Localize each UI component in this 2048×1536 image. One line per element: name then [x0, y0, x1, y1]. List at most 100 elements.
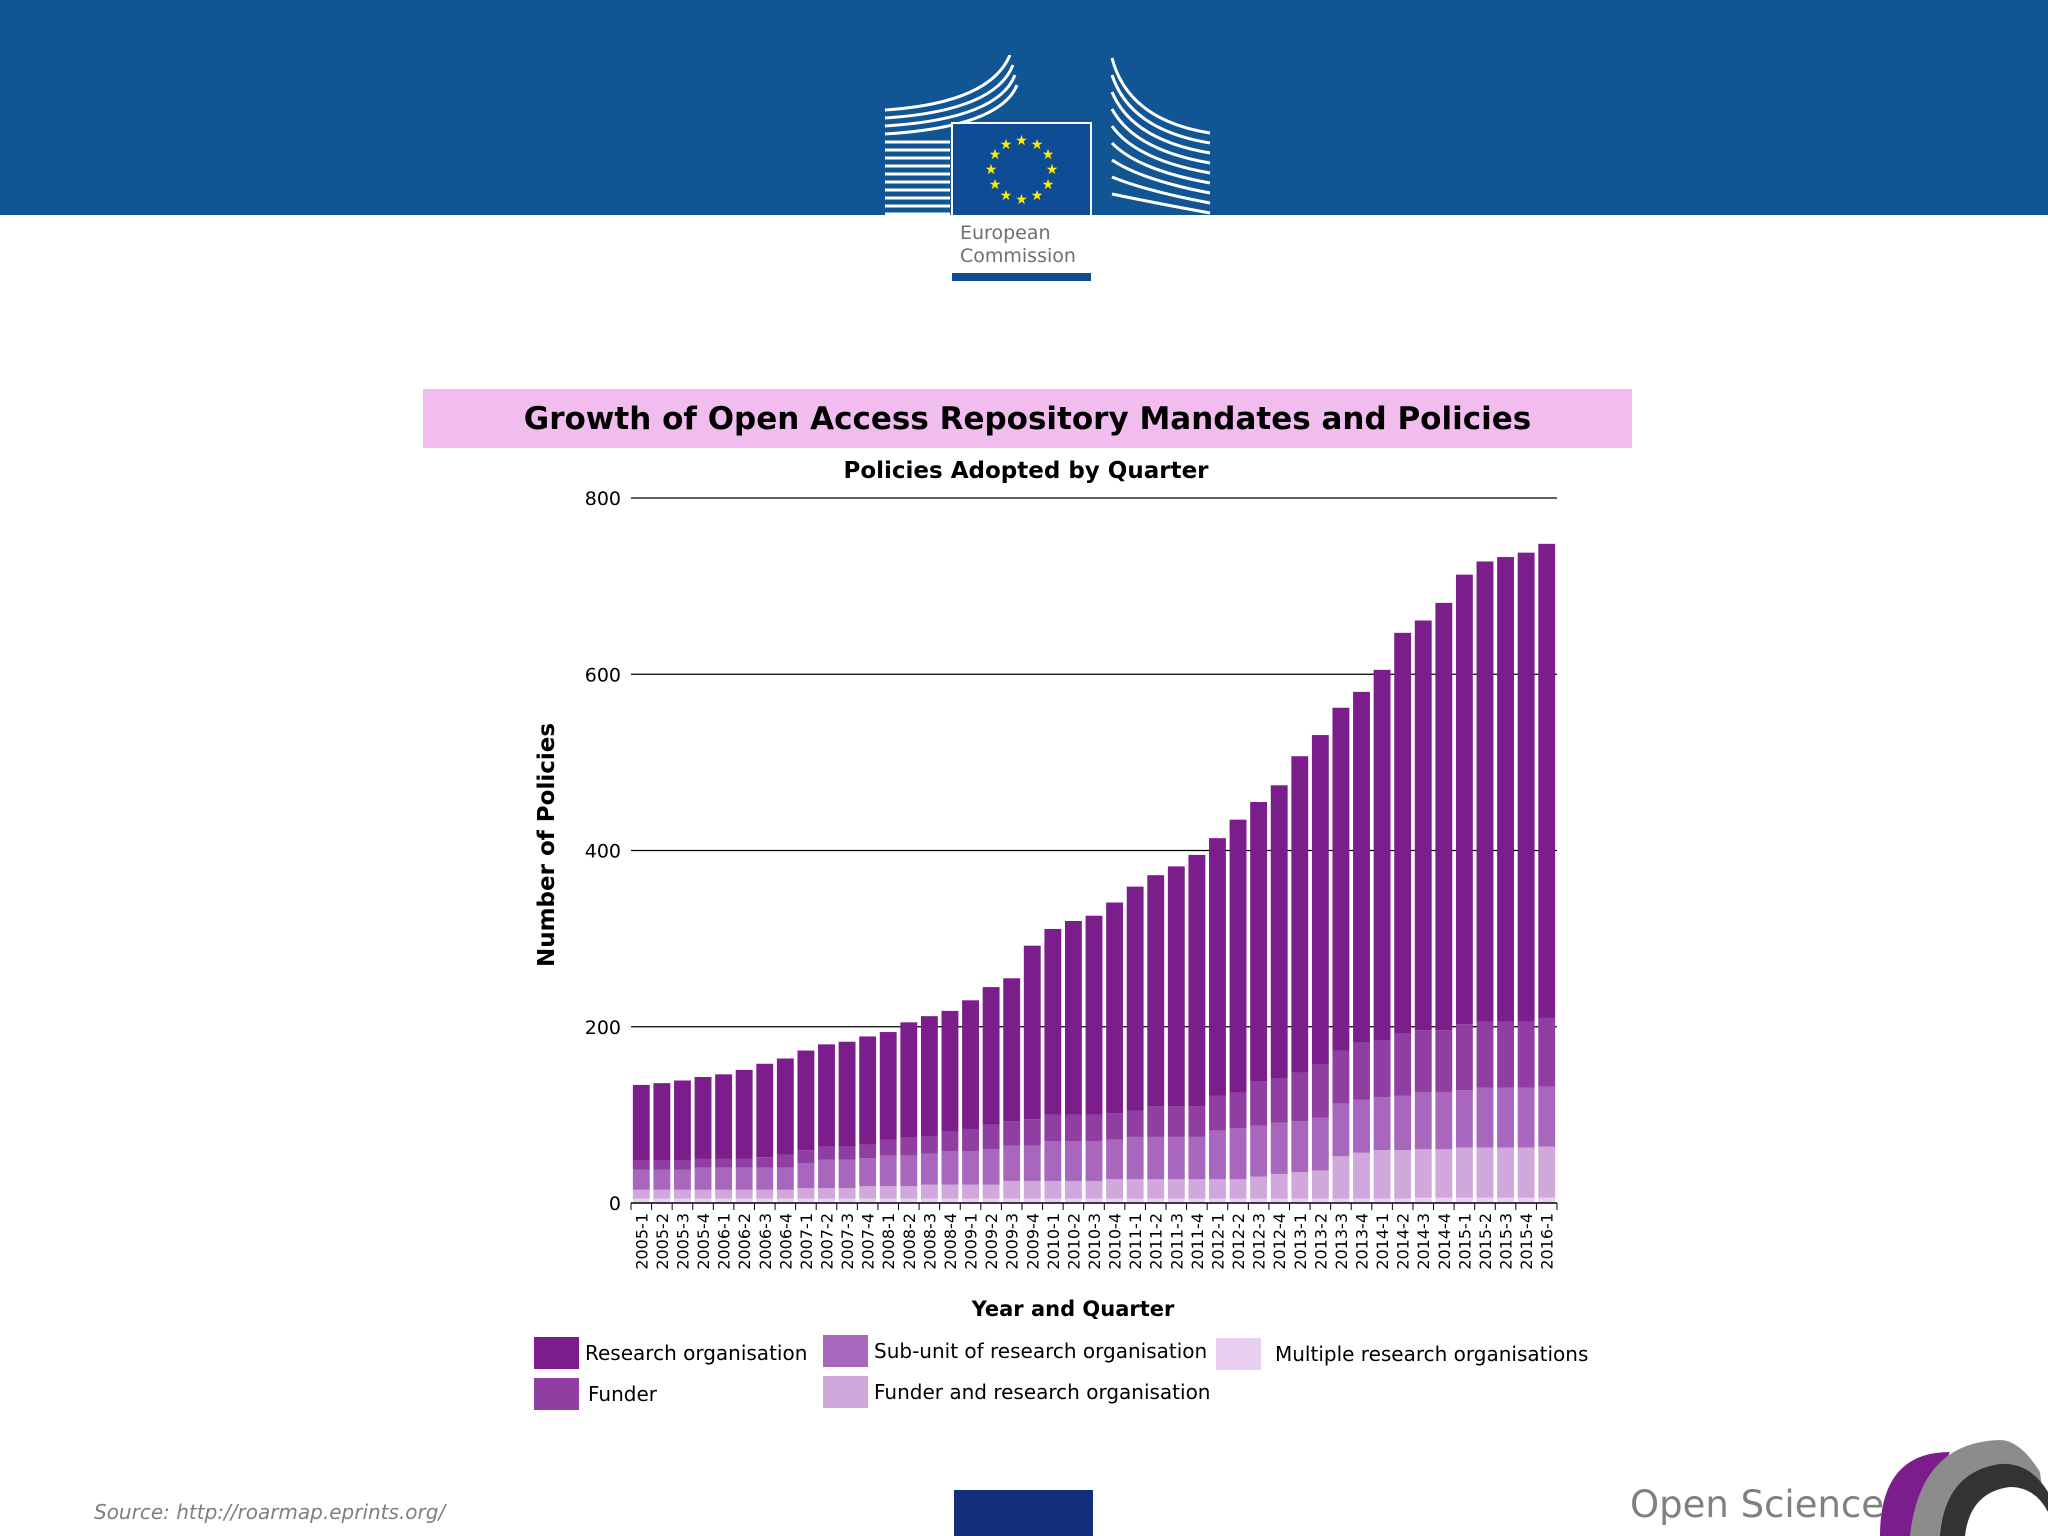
- x-tick-label-2008-3: 2008-3: [920, 1213, 939, 1270]
- bar-2014-2-series-0: [1394, 1198, 1412, 1203]
- bar-2011-3-series-4: [1167, 866, 1185, 1107]
- bar-2011-2-series-4: [1147, 875, 1165, 1107]
- bar-2006-3-series-3: [756, 1157, 774, 1168]
- bar-2013-1-series-2: [1291, 1121, 1309, 1173]
- bar-2008-4-series-1: [941, 1184, 959, 1199]
- bar-2008-4-series-0: [941, 1198, 959, 1203]
- bar-2014-3-series-3: [1414, 1030, 1432, 1092]
- bar-2007-3-series-4: [838, 1041, 856, 1147]
- x-tick-label-2014-4: 2014-4: [1435, 1213, 1454, 1270]
- legend-swatch-sub-unit: [823, 1335, 868, 1367]
- bar-2010-4-series-0: [1106, 1198, 1124, 1203]
- slide-title: Growth of Open Access Repository Mandate…: [523, 400, 1532, 437]
- bar-2009-2-series-2: [982, 1149, 1000, 1185]
- bar-2010-4-series-4: [1106, 902, 1124, 1114]
- x-tick-label-2008-1: 2008-1: [879, 1213, 898, 1270]
- y-tick-label-200: 200: [585, 1017, 621, 1039]
- bar-2005-2-series-2: [653, 1169, 671, 1190]
- open-science-logo: [1880, 1440, 2048, 1536]
- x-tick-label-2005-4: 2005-4: [694, 1213, 713, 1270]
- x-tick-label-2013-2: 2013-2: [1311, 1213, 1330, 1270]
- bar-2007-3-series-3: [838, 1146, 856, 1160]
- bar-2011-1-series-3: [1126, 1110, 1144, 1137]
- bar-2013-4-series-4: [1353, 691, 1370, 1043]
- bar-2010-3-series-3: [1085, 1114, 1103, 1142]
- bar-2012-1-series-4: [1209, 838, 1226, 1096]
- bar-2011-3-series-0: [1167, 1198, 1185, 1203]
- bar-2011-3-series-2: [1167, 1136, 1185, 1180]
- bar-2010-4-series-3: [1106, 1113, 1124, 1140]
- bar-2007-4-series-0: [859, 1198, 877, 1203]
- bar-2005-3-series-3: [674, 1160, 691, 1170]
- svg-text:★: ★: [1015, 192, 1028, 208]
- legend-swatch-funder-and-research: [823, 1376, 868, 1408]
- legend-item-funder: Funder: [534, 1378, 657, 1410]
- bar-2013-3-series-1: [1332, 1156, 1350, 1199]
- x-tick-label-2015-4: 2015-4: [1517, 1213, 1536, 1270]
- bar-2015-1-series-3: [1455, 1024, 1473, 1091]
- bar-2011-3-series-3: [1167, 1106, 1185, 1137]
- bar-2006-2-series-1: [735, 1189, 753, 1199]
- bar-2014-2-series-4: [1394, 632, 1412, 1034]
- bar-2009-1-series-2: [962, 1151, 979, 1185]
- bar-2014-3-series-2: [1414, 1091, 1432, 1150]
- bar-2006-2-series-2: [735, 1167, 753, 1190]
- x-tick-label-2006-1: 2006-1: [715, 1213, 734, 1270]
- bar-2005-4-series-0: [694, 1198, 712, 1203]
- bar-2015-4-series-2: [1517, 1087, 1535, 1148]
- bar-2007-1-series-1: [797, 1188, 815, 1199]
- x-tick-label-2013-3: 2013-3: [1332, 1213, 1351, 1270]
- bar-2010-2-series-0: [1064, 1198, 1082, 1203]
- bar-2009-2-series-4: [982, 987, 1000, 1125]
- x-tick-label-2012-1: 2012-1: [1208, 1213, 1227, 1270]
- bar-2005-3-series-2: [674, 1169, 691, 1190]
- x-tick-label-2005-1: 2005-1: [632, 1213, 651, 1270]
- legend-swatch-funder: [534, 1378, 579, 1410]
- stacked-bar-chart: Policies Adopted by Quarter Number of Po…: [534, 458, 1558, 1321]
- bar-2006-3-series-4: [756, 1063, 774, 1158]
- svg-text:★: ★: [989, 147, 1002, 163]
- bar-2008-2-series-1: [900, 1186, 918, 1199]
- bar-2015-3-series-1: [1497, 1147, 1514, 1198]
- bar-2009-3-series-4: [1003, 978, 1021, 1122]
- bar-2013-4-series-3: [1353, 1042, 1370, 1100]
- bar-2015-1-series-4: [1455, 574, 1473, 1025]
- x-tick-label-2011-4: 2011-4: [1188, 1213, 1207, 1270]
- y-tick-label-600: 600: [585, 664, 621, 686]
- bar-2014-3-series-1: [1414, 1149, 1432, 1198]
- bar-2014-1-series-3: [1373, 1039, 1391, 1098]
- bar-2008-3-series-4: [920, 1016, 938, 1137]
- bar-2005-1-series-4: [632, 1084, 650, 1161]
- bar-2015-3-series-4: [1497, 557, 1514, 1022]
- x-tick-label-2010-3: 2010-3: [1085, 1213, 1104, 1270]
- bar-2006-2-series-0: [735, 1198, 753, 1203]
- bar-2012-1-series-1: [1209, 1179, 1226, 1199]
- bar-2008-3-series-3: [920, 1136, 938, 1154]
- x-tick-label-2006-4: 2006-4: [776, 1213, 795, 1270]
- bar-2015-4-series-4: [1517, 552, 1535, 1022]
- ec-logo-text-line1: European: [960, 222, 1051, 244]
- bar-2009-2-series-0: [982, 1198, 1000, 1203]
- bar-2007-2-series-0: [818, 1198, 835, 1203]
- bar-2011-3-series-1: [1167, 1179, 1185, 1199]
- bar-2013-4-series-2: [1353, 1099, 1370, 1153]
- bar-2007-2-series-4: [818, 1044, 835, 1147]
- bar-2006-2-series-4: [735, 1069, 753, 1159]
- bar-2005-3-series-4: [674, 1080, 691, 1161]
- bar-2013-2-series-4: [1311, 735, 1329, 1065]
- bar-2005-4-series-2: [694, 1167, 712, 1190]
- bar-2008-3-series-0: [920, 1198, 938, 1203]
- x-tick-label-2007-3: 2007-3: [838, 1213, 857, 1270]
- bar-2011-1-series-0: [1126, 1198, 1144, 1203]
- x-tick-label-2009-2: 2009-2: [982, 1213, 1001, 1270]
- bar-2015-4-series-1: [1517, 1147, 1535, 1198]
- bar-2012-2-series-0: [1229, 1198, 1247, 1203]
- bar-2009-3-series-3: [1003, 1121, 1021, 1146]
- bar-2006-1-series-1: [715, 1189, 733, 1199]
- bar-2007-2-series-2: [818, 1159, 835, 1189]
- bar-2011-4-series-3: [1188, 1106, 1206, 1137]
- bar-2015-2-series-1: [1476, 1147, 1494, 1198]
- bar-2005-2-series-3: [653, 1160, 671, 1170]
- bar-2006-1-series-3: [715, 1158, 733, 1168]
- bar-2011-2-series-2: [1147, 1136, 1165, 1180]
